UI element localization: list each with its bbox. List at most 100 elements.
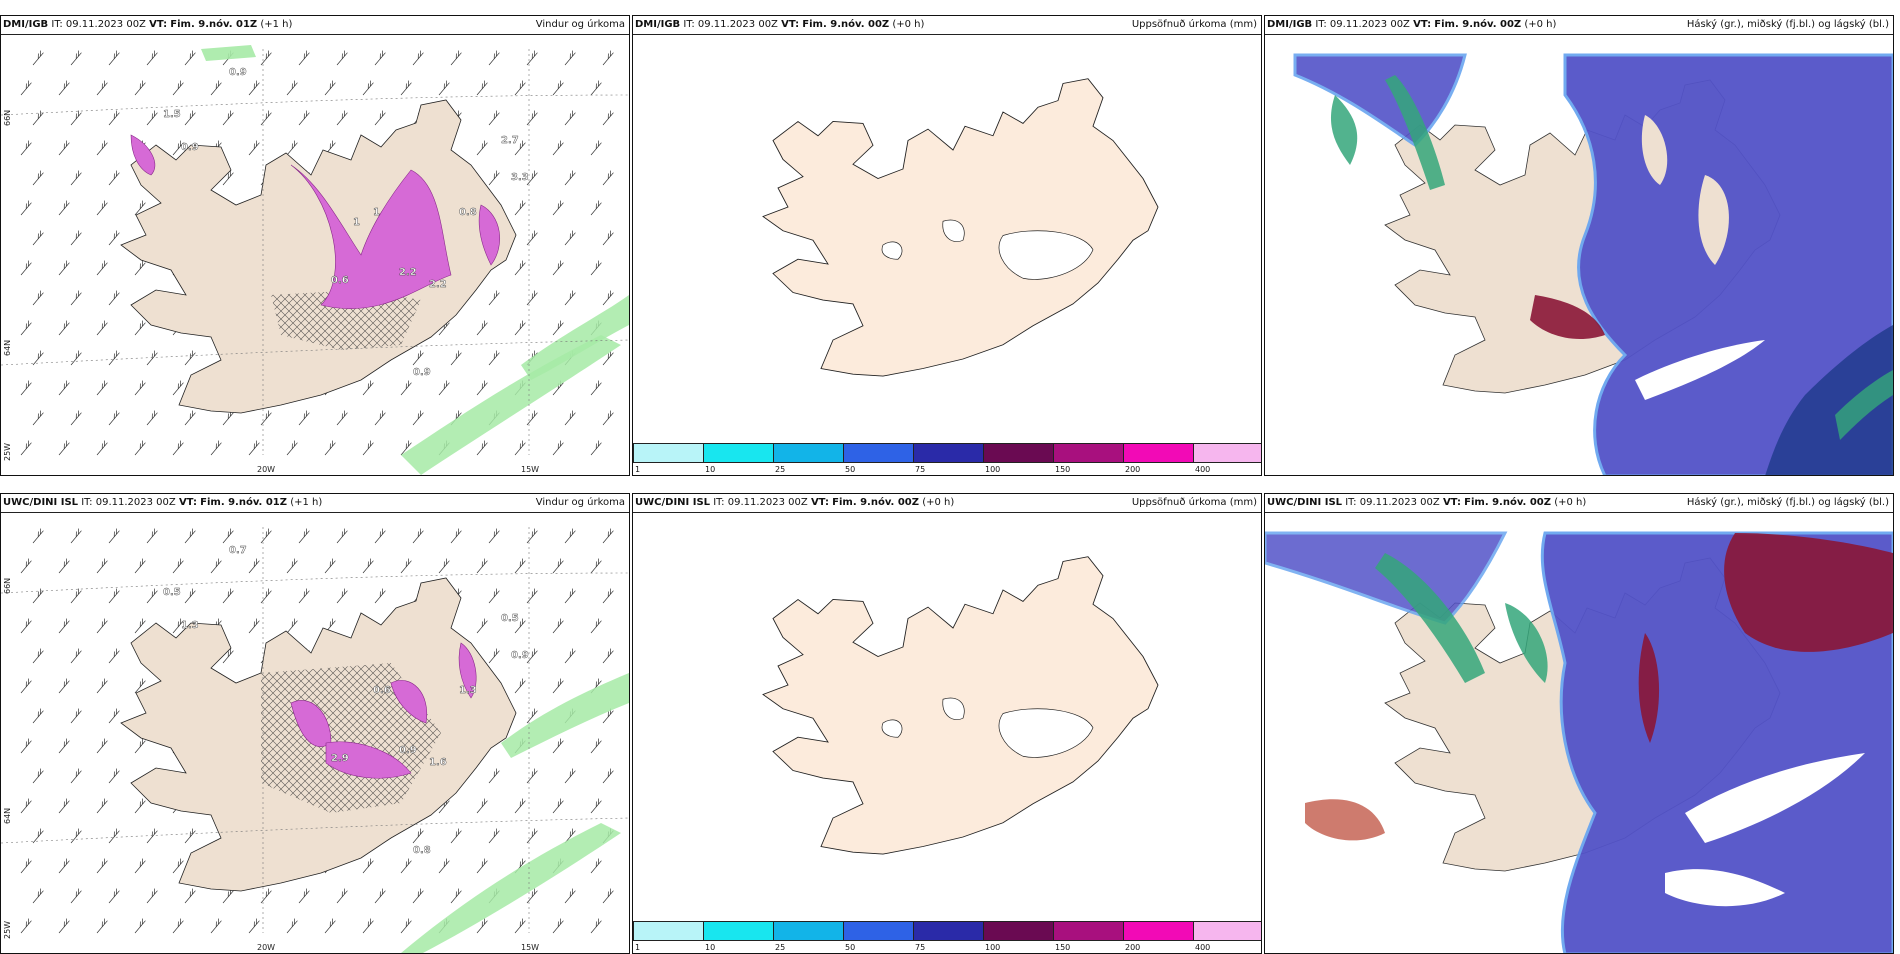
map-uwc-clouds bbox=[1265, 512, 1893, 953]
map-uwc-accum bbox=[633, 512, 1261, 913]
precip-value-label: 0.5 bbox=[501, 613, 519, 624]
colorbar-tick-label: 100 bbox=[985, 943, 1001, 952]
precip-value-label: 0.9 bbox=[413, 367, 431, 378]
lat-label-66n: 66N bbox=[3, 577, 12, 594]
precip-value-label: 1.5 bbox=[163, 109, 181, 120]
precip-area bbox=[478, 204, 500, 266]
precip-value-label: 0.8 bbox=[413, 845, 431, 856]
panel-title: UWC/DINI ISL IT: 09.11.2023 00Z VT: Fim.… bbox=[3, 497, 323, 508]
mid-cloud bbox=[1638, 633, 1660, 743]
precip-value-label: 2.2 bbox=[399, 267, 417, 278]
precip-area bbox=[325, 741, 412, 779]
lat-label-64n: 64N bbox=[3, 807, 12, 824]
panel-product: Uppsöfnuð úrkoma (mm) bbox=[1131, 19, 1257, 30]
clear-area bbox=[1665, 869, 1785, 907]
colorbar-swatch bbox=[773, 921, 844, 941]
panel-product: Háský (gr.), miðský (fj.bl.) og lágský (… bbox=[1686, 497, 1889, 508]
panel-dmi-clouds: DMI/IGB IT: 09.11.2023 00Z VT: Fim. 9.nó… bbox=[1264, 15, 1894, 476]
colorbar-swatch bbox=[1053, 443, 1124, 463]
colorbar-tick-label: 150 bbox=[1055, 943, 1071, 952]
lon-label-25w: 25W bbox=[3, 920, 12, 939]
precip-value-label: 0.6 bbox=[373, 685, 391, 696]
colorbar-tick-label: 100 bbox=[985, 465, 1001, 474]
high-cloud bbox=[1385, 75, 1445, 190]
panel-product: Háský (gr.), miðský (fj.bl.) og lágský (… bbox=[1686, 19, 1889, 30]
precip-area bbox=[130, 134, 156, 176]
high-cloud bbox=[1505, 603, 1548, 683]
precip-value-label: 0.7 bbox=[229, 545, 247, 556]
colorbar-tick-label: 150 bbox=[1055, 465, 1071, 474]
panel-dmi-accum: DMI/IGB IT: 09.11.2023 00Z VT: Fim. 9.nó… bbox=[632, 15, 1262, 476]
colorbar-swatch bbox=[1123, 443, 1194, 463]
glacier bbox=[998, 230, 1094, 280]
low-cloud bbox=[1765, 325, 1893, 475]
colorbar: 1 10 25 50 75 100 150 200 400 bbox=[633, 443, 1261, 474]
colorbar-swatch bbox=[633, 443, 704, 463]
precip-value-label: 1 bbox=[353, 217, 360, 228]
colorbar-tick-label: 75 bbox=[915, 943, 926, 952]
glacier bbox=[942, 697, 965, 720]
lon-label-15w: 15W bbox=[521, 943, 540, 952]
precip-value-label: 3.3 bbox=[511, 172, 529, 183]
precip-light bbox=[521, 295, 629, 380]
precip-value-label: 0.9 bbox=[399, 745, 417, 756]
lon-label-15w: 15W bbox=[521, 465, 540, 474]
precip-value-label: 0.5 bbox=[163, 587, 181, 598]
colorbar-tick-label: 200 bbox=[1125, 943, 1141, 952]
colorbar-tick-label: 400 bbox=[1195, 465, 1211, 474]
iceland-landmass bbox=[120, 577, 517, 892]
panel-product: Vindur og úrkoma bbox=[535, 497, 625, 508]
clear-area bbox=[1698, 175, 1729, 265]
high-cloud bbox=[1330, 95, 1358, 165]
precip-value-label: 0.9 bbox=[511, 650, 529, 661]
colorbar-swatch bbox=[1193, 921, 1261, 941]
clear-area bbox=[1685, 753, 1865, 843]
precip-value-label: 0.9 bbox=[229, 67, 247, 78]
iceland-landmass bbox=[762, 78, 1159, 377]
high-cloud bbox=[1835, 370, 1893, 440]
precip-area bbox=[458, 642, 477, 699]
colorbar-swatch bbox=[913, 443, 984, 463]
precip-light bbox=[201, 45, 256, 61]
colorbar-swatch bbox=[983, 921, 1054, 941]
glacier bbox=[881, 241, 903, 260]
colorbar-tick-label: 75 bbox=[915, 465, 926, 474]
precip-area bbox=[390, 680, 428, 724]
map-dmi-clouds bbox=[1265, 34, 1893, 475]
colorbar-tick-label: 50 bbox=[845, 465, 856, 474]
panel-product: Vindur og úrkoma bbox=[535, 19, 625, 30]
glacier bbox=[881, 719, 903, 738]
precip-value-label: 0.9 bbox=[181, 142, 199, 153]
colorbar-swatch bbox=[703, 443, 774, 463]
clear-area bbox=[1641, 115, 1668, 185]
map-uwc-wind: 0.7 0.5 1.3 0.9 1.6 0.6 1.3 0.9 0.5 0.8 2.9 bbox=[1, 512, 629, 953]
colorbar-tick-label: 25 bbox=[775, 465, 786, 474]
colorbar-swatch bbox=[633, 921, 704, 941]
lon-label-20w: 20W bbox=[257, 465, 276, 474]
colorbar-swatch bbox=[843, 443, 914, 463]
colorbar-tick-label: 25 bbox=[775, 943, 786, 952]
colorbar: 1 10 25 50 75 100 150 200 400 bbox=[633, 921, 1261, 952]
lat-label-66n: 66N bbox=[3, 109, 12, 126]
precip-area bbox=[290, 164, 452, 309]
colorbar-swatch bbox=[983, 443, 1054, 463]
mid-cloud bbox=[1724, 533, 1893, 652]
clear-area bbox=[1635, 340, 1765, 400]
panel-uwc-clouds: UWC/DINI ISL IT: 09.11.2023 00Z VT: Fim.… bbox=[1264, 493, 1894, 954]
precip-value-label: 1.6 bbox=[429, 757, 447, 768]
precip-value-label: 1 bbox=[373, 207, 380, 218]
lon-label-25w: 25W bbox=[3, 442, 12, 461]
precip-value-label: 2.7 bbox=[501, 135, 519, 146]
precip-light bbox=[401, 823, 621, 953]
colorbar-swatch bbox=[773, 443, 844, 463]
precip-value-label: 1.3 bbox=[181, 620, 199, 631]
map-canvas: 0.9 1.5 0.9 2.2 2.2 1 0.8 3.3 2.7 0.9 0.6 1 bbox=[1, 35, 629, 475]
mid-cloud bbox=[1530, 295, 1605, 340]
panel-dmi-wind-precip: DMI/IGB IT: 09.11.2023 00Z VT: Fim. 9.nó… bbox=[0, 15, 630, 476]
colorbar-swatch bbox=[1193, 443, 1261, 463]
high-cloud bbox=[1375, 553, 1485, 683]
panel-title: UWC/DINI ISL IT: 09.11.2023 00Z VT: Fim.… bbox=[1267, 497, 1587, 508]
glacier bbox=[998, 708, 1094, 758]
colorbar-swatch bbox=[1123, 921, 1194, 941]
iceland-landmass bbox=[120, 99, 517, 414]
